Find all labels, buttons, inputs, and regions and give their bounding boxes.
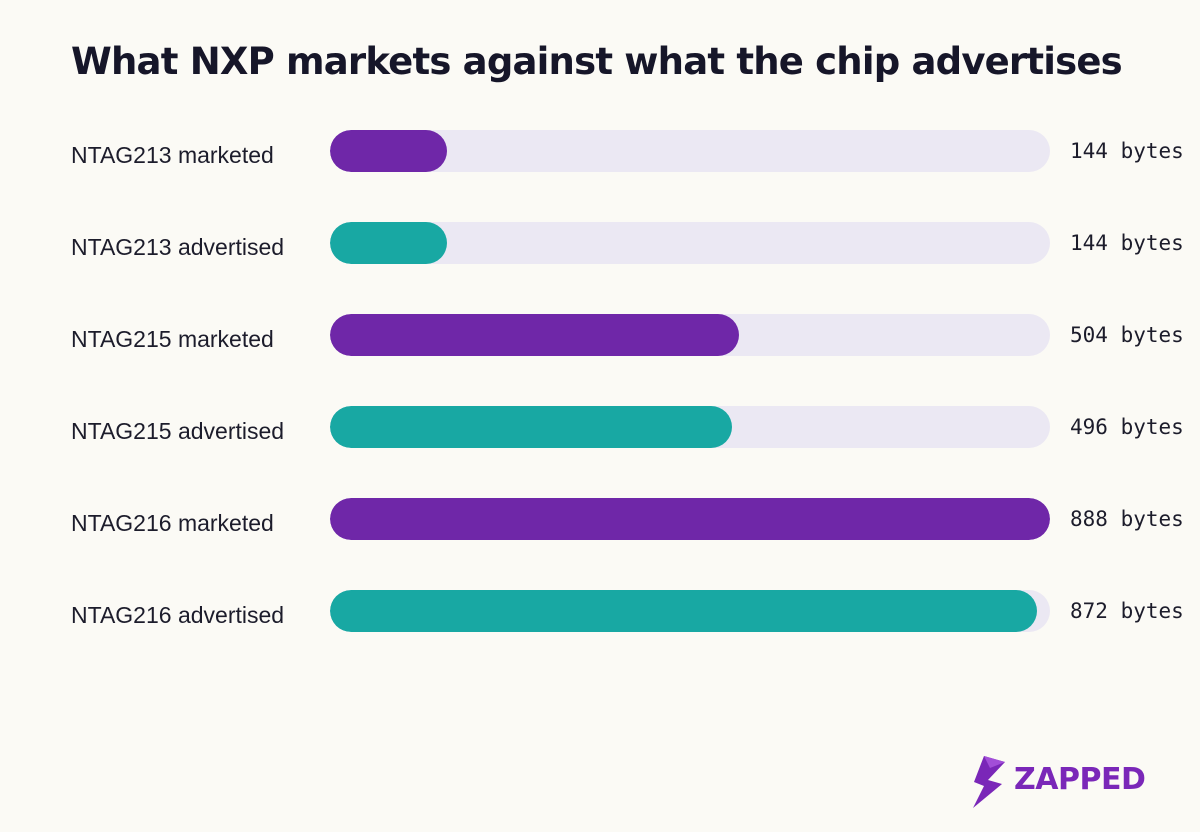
bar-marketed xyxy=(330,130,447,172)
lightning-bolt-icon xyxy=(973,756,1005,808)
bar-value-label: 888 bytes xyxy=(1070,507,1184,531)
bar-row: NTAG213 advertised 144 bytes xyxy=(0,222,1200,264)
bar-label: NTAG216 marketed xyxy=(71,510,274,536)
bar-track xyxy=(330,498,1050,540)
bar-track xyxy=(330,130,1050,172)
bar-label: NTAG216 advertised xyxy=(71,602,285,628)
bar-label: NTAG215 marketed xyxy=(71,326,274,352)
chart-title: What NXP markets against what the chip a… xyxy=(71,40,1123,83)
bar-marketed xyxy=(330,498,1050,540)
bar-track xyxy=(330,222,1050,264)
bar-label: NTAG213 marketed xyxy=(71,142,274,168)
bar-row: NTAG215 marketed 504 bytes xyxy=(0,314,1200,356)
bar-chart: NTAG213 marketed 144 bytes NTAG213 adverti… xyxy=(0,130,1200,632)
brand-logo: ZAPPED xyxy=(970,756,1170,808)
bar-value-label: 144 bytes xyxy=(1070,139,1184,163)
bar-track xyxy=(330,314,1050,356)
bar-row: NTAG215 advertised 496 bytes xyxy=(0,406,1200,448)
bar-marketed xyxy=(330,314,739,356)
bar-value-label: 872 bytes xyxy=(1070,599,1184,623)
bar-row: NTAG213 marketed 144 bytes xyxy=(0,130,1200,172)
bar-value-label: 144 bytes xyxy=(1070,231,1184,255)
bar-value-label: 504 bytes xyxy=(1070,323,1184,347)
bar-advertised xyxy=(330,406,732,448)
bar-label: NTAG215 advertised xyxy=(71,418,285,444)
bar-advertised xyxy=(330,590,1037,632)
bar-label: NTAG213 advertised xyxy=(71,234,285,260)
bar-row: NTAG216 advertised 872 bytes xyxy=(0,590,1200,632)
bar-track xyxy=(330,590,1050,632)
brand-name: ZAPPED xyxy=(1014,762,1146,797)
bar-track xyxy=(330,406,1050,448)
bar-advertised xyxy=(330,222,447,264)
bar-value-label: 496 bytes xyxy=(1070,415,1184,439)
bar-row: NTAG216 marketed 888 bytes xyxy=(0,498,1200,540)
